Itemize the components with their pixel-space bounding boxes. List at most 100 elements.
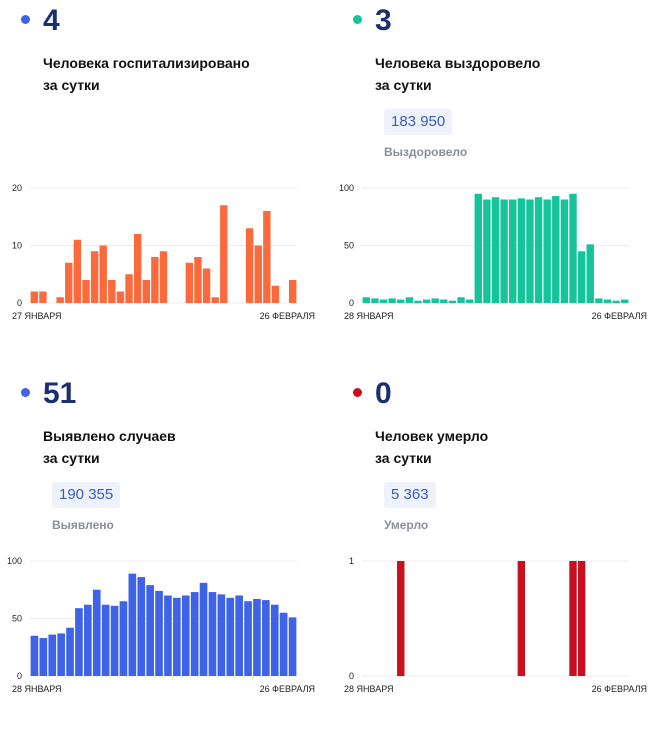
- bar: [101, 604, 110, 676]
- label-line-1: Человек умерло: [375, 428, 489, 444]
- y-tick-label: 0: [17, 671, 22, 681]
- bar: [288, 617, 297, 676]
- bar: [577, 561, 586, 676]
- bar: [388, 298, 396, 303]
- bar: [526, 199, 534, 303]
- bar: [414, 300, 422, 303]
- bar: [65, 262, 73, 303]
- hospitalized-panel: 4 Человека госпитализировано за сутки 0 1…: [0, 0, 331, 359]
- bar: [202, 268, 211, 303]
- recovered-label: Человека выздоровело за сутки: [375, 52, 635, 96]
- bar: [262, 600, 270, 676]
- y-tick-label: 20: [12, 183, 22, 193]
- y-tick-label: 0: [349, 671, 354, 681]
- bar: [457, 297, 465, 303]
- bar: [263, 211, 271, 303]
- bar: [92, 589, 101, 676]
- bar: [362, 297, 371, 303]
- bar: [173, 597, 181, 676]
- bar: [577, 251, 586, 303]
- label-line-2: за сутки: [43, 450, 100, 466]
- hospitalized-count: 4: [43, 4, 60, 37]
- bar: [543, 199, 551, 303]
- bar: [620, 299, 629, 303]
- status-dot-icon: [21, 15, 30, 24]
- bar: [125, 274, 133, 303]
- bar: [116, 291, 125, 303]
- bar: [155, 590, 163, 676]
- deaths-label: Человек умерло за сутки: [375, 425, 635, 469]
- hospitalized-chart: 0 10 20 27 ЯНВАРЯ 26 ФЕВРАЛЯ: [12, 183, 315, 321]
- bar: [108, 280, 116, 303]
- bar: [30, 291, 39, 303]
- bar: [379, 299, 388, 303]
- status-dot-icon: [353, 15, 362, 24]
- bar: [397, 299, 405, 303]
- recovered-count: 3: [375, 4, 392, 37]
- bar: [181, 595, 190, 676]
- bar: [199, 582, 208, 676]
- label-line-1: Выявлено случаев: [43, 428, 176, 444]
- bar: [235, 595, 243, 676]
- bar: [517, 198, 526, 303]
- bar: [48, 634, 57, 676]
- bar: [220, 205, 228, 303]
- bar: [483, 199, 491, 303]
- y-tick-label: 10: [12, 241, 22, 251]
- bar: [440, 299, 448, 303]
- label-line-2: за сутки: [375, 450, 432, 466]
- bar: [552, 196, 560, 303]
- bar: [270, 604, 279, 676]
- recovered-panel: 3 Человека выздоровело за сутки 183 950 …: [332, 0, 663, 359]
- cases-count: 51: [43, 377, 77, 410]
- cases-total-label: Выявлено: [52, 518, 114, 532]
- bar: [569, 193, 577, 303]
- y-tick-label: 100: [339, 183, 354, 193]
- x-end-label: 26 ФЕВРАЛЯ: [592, 311, 647, 321]
- bar: [133, 234, 142, 303]
- bar: [474, 193, 482, 303]
- bar: [569, 561, 577, 676]
- bar: [185, 262, 194, 303]
- bar: [56, 297, 64, 303]
- y-tick-label: 0: [349, 298, 354, 308]
- bar: [279, 612, 288, 676]
- recovered-total-label: Выздоровело: [384, 145, 468, 159]
- bar: [405, 297, 414, 303]
- recovered-total: 183 950: [384, 109, 453, 135]
- label-line-2: за сутки: [375, 77, 432, 93]
- bar: [271, 285, 280, 303]
- x-start-label: 28 ЯНВАРЯ: [12, 684, 62, 694]
- bar: [39, 638, 48, 676]
- bar: [128, 573, 137, 676]
- bar: [431, 298, 439, 303]
- bar: [448, 300, 457, 303]
- bar: [90, 251, 99, 303]
- bar: [244, 601, 252, 676]
- bar: [371, 298, 379, 303]
- y-tick-label: 50: [12, 614, 22, 624]
- bar: [73, 239, 82, 303]
- label-line-1: Человека выздоровело: [375, 55, 541, 71]
- bar: [110, 605, 119, 676]
- bar: [119, 601, 128, 676]
- bar: [39, 291, 47, 303]
- bar: [560, 199, 569, 303]
- cases-total: 190 355: [52, 482, 121, 508]
- bar: [208, 592, 217, 676]
- y-tick-label: 100: [7, 556, 22, 566]
- bar: [99, 245, 107, 303]
- bar: [534, 197, 543, 303]
- cases-label: Выявлено случаев за сутки: [43, 425, 303, 469]
- x-end-label: 26 ФЕВРАЛЯ: [592, 684, 647, 694]
- bar: [164, 595, 172, 676]
- bar: [491, 197, 500, 303]
- bar: [397, 561, 405, 676]
- bar: [82, 280, 90, 303]
- bar: [159, 251, 168, 303]
- recovered-chart: 0 50 100 28 ЯНВАРЯ 26 ФЕВРАЛЯ: [339, 183, 647, 321]
- status-dot-icon: [353, 388, 362, 397]
- hospitalized-label: Человека госпитализировано за сутки: [43, 52, 303, 96]
- bar: [146, 585, 154, 676]
- deaths-total: 5 363: [384, 482, 436, 508]
